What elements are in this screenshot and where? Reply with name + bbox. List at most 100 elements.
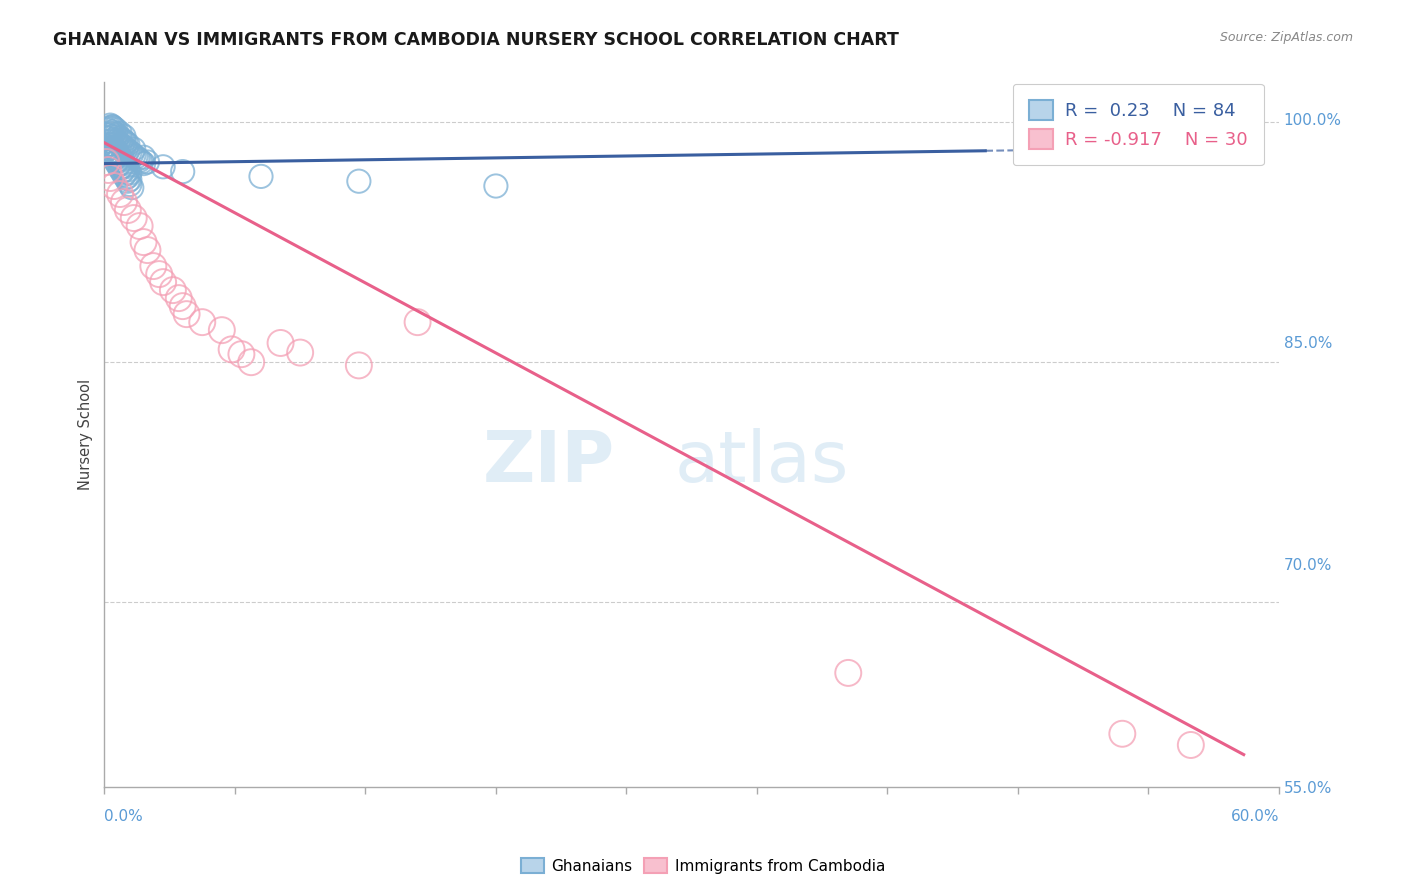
- Point: [111, 160, 134, 174]
- Point: [101, 148, 124, 162]
- Point: [103, 179, 125, 194]
- Point: [96, 134, 118, 148]
- Point: [105, 144, 128, 158]
- Point: [107, 129, 129, 144]
- Point: [105, 128, 128, 142]
- Point: [108, 161, 131, 176]
- Point: [118, 172, 141, 186]
- Point: [118, 166, 141, 180]
- Point: [117, 137, 139, 152]
- Point: [108, 131, 131, 145]
- Point: [288, 345, 311, 359]
- Point: [97, 142, 120, 156]
- Point: [105, 134, 128, 148]
- Point: [406, 315, 429, 329]
- Point: [112, 156, 135, 170]
- Point: [97, 137, 120, 152]
- Point: [105, 155, 128, 169]
- Point: [97, 128, 120, 142]
- Point: [107, 136, 129, 150]
- Point: [107, 158, 129, 172]
- Point: [97, 123, 120, 137]
- Point: [98, 145, 121, 160]
- Point: [118, 145, 141, 160]
- Point: [97, 163, 120, 178]
- Point: [152, 160, 174, 174]
- Legend: R =  0.23    N = 84, R = -0.917    N = 30: R = 0.23 N = 84, R = -0.917 N = 30: [1012, 84, 1264, 165]
- Point: [103, 152, 125, 166]
- Point: [98, 126, 121, 140]
- Point: [250, 169, 273, 184]
- Point: [221, 343, 243, 357]
- Point: [152, 275, 174, 289]
- Point: [117, 174, 139, 188]
- Point: [117, 169, 139, 184]
- Point: [107, 153, 129, 168]
- Point: [231, 347, 253, 361]
- Point: [101, 137, 124, 152]
- Text: 60.0%: 60.0%: [1230, 809, 1279, 824]
- Point: [112, 129, 135, 144]
- Point: [108, 187, 131, 202]
- Legend: Ghanaians, Immigrants from Cambodia: Ghanaians, Immigrants from Cambodia: [515, 852, 891, 880]
- Point: [347, 359, 370, 373]
- Point: [98, 121, 121, 136]
- Point: [172, 299, 194, 313]
- Point: [98, 140, 121, 154]
- Point: [162, 283, 184, 297]
- Point: [112, 194, 135, 209]
- Point: [111, 153, 134, 168]
- Point: [98, 171, 121, 186]
- Point: [148, 267, 170, 281]
- Point: [128, 153, 150, 168]
- Point: [108, 126, 131, 140]
- Point: [132, 156, 155, 170]
- Point: [115, 166, 138, 180]
- Text: 0.0%: 0.0%: [104, 809, 143, 824]
- Point: [1180, 738, 1202, 752]
- Point: [122, 148, 145, 162]
- Point: [115, 142, 138, 156]
- Point: [131, 155, 153, 169]
- Point: [127, 152, 149, 166]
- Point: [111, 139, 134, 153]
- Point: [1111, 727, 1133, 741]
- Point: [101, 120, 124, 134]
- Point: [111, 164, 134, 178]
- Point: [96, 155, 118, 169]
- Point: [122, 142, 145, 156]
- Point: [176, 307, 198, 321]
- Point: [103, 121, 125, 136]
- Point: [115, 160, 138, 174]
- Point: [101, 129, 124, 144]
- Y-axis label: Nursery School: Nursery School: [79, 379, 93, 490]
- Point: [96, 131, 118, 145]
- Point: [240, 355, 263, 369]
- Point: [347, 174, 370, 188]
- Point: [101, 120, 124, 134]
- Point: [108, 137, 131, 152]
- Point: [191, 315, 214, 329]
- Point: [103, 147, 125, 161]
- Point: [118, 178, 141, 192]
- Point: [115, 171, 138, 186]
- Point: [108, 156, 131, 170]
- Point: [136, 155, 159, 169]
- Point: [97, 131, 120, 145]
- Text: ZIP: ZIP: [484, 428, 616, 497]
- Point: [101, 144, 124, 158]
- Point: [98, 118, 121, 132]
- Point: [108, 150, 131, 164]
- Point: [122, 211, 145, 225]
- Point: [112, 163, 135, 178]
- Point: [121, 180, 143, 194]
- Point: [132, 235, 155, 249]
- Point: [111, 132, 134, 146]
- Point: [136, 243, 159, 257]
- Point: [103, 126, 125, 140]
- Point: [112, 134, 135, 148]
- Point: [112, 168, 135, 182]
- Point: [117, 144, 139, 158]
- Point: [103, 132, 125, 146]
- Point: [270, 335, 292, 350]
